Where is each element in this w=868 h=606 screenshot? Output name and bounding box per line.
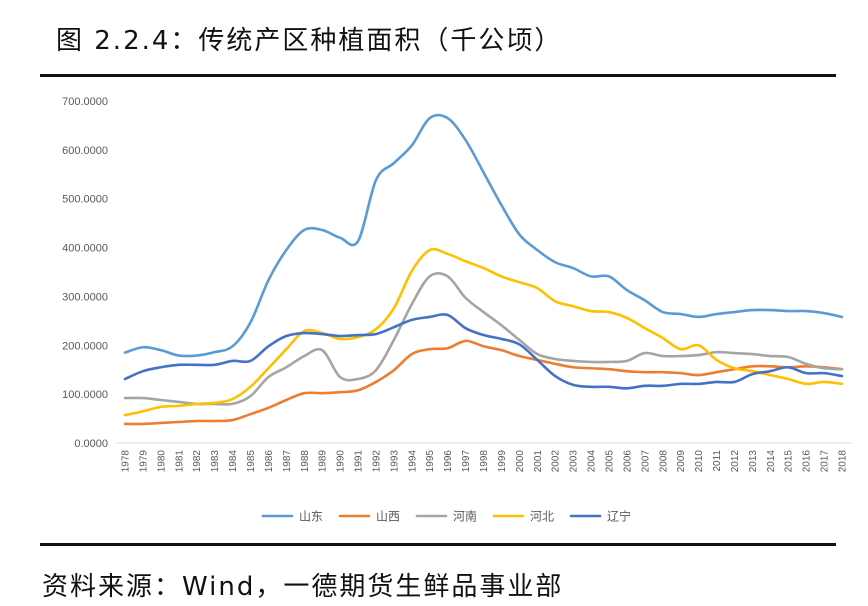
x-tick-label: 1987 xyxy=(282,450,293,473)
x-axis: 1978 1979 1980 1981 1982 1983 1984 1985 1986 1987… xyxy=(116,442,852,473)
x-tick-label: 1997 xyxy=(461,450,472,473)
x-tick-label: 2011 xyxy=(712,450,723,472)
legend-label: 河南 xyxy=(453,509,477,524)
legend-label: 山东 xyxy=(299,510,323,524)
y-tick-label: 400.0000 xyxy=(62,243,108,255)
legend-item-hebei: 河北 xyxy=(492,510,554,524)
x-tick-label: 2016 xyxy=(802,450,813,473)
bottom-rule xyxy=(40,543,836,546)
legend-item-liaoning: 辽宁 xyxy=(569,509,631,524)
legend-item-henan: 河南 xyxy=(415,509,477,524)
y-axis: 0.0000 100.0000 200.0000 300.0000 400.0000 50… xyxy=(62,96,108,450)
y-tick-label: 100.0000 xyxy=(62,389,108,401)
x-tick-label: 1986 xyxy=(264,450,275,473)
legend-item-shanxi: 山西 xyxy=(338,510,400,524)
x-tick-label: 1982 xyxy=(192,450,203,473)
x-tick-label: 1998 xyxy=(479,450,490,473)
x-tick-label: 2006 xyxy=(622,450,633,473)
x-tick-label: 1989 xyxy=(318,450,329,473)
x-tick-label: 2014 xyxy=(766,450,777,473)
x-tick-label: 1978 xyxy=(121,450,132,473)
x-tick-label: 2013 xyxy=(748,450,759,473)
x-tick-label: 1983 xyxy=(210,450,221,473)
top-rule xyxy=(40,74,836,77)
y-tick-label: 700.0000 xyxy=(62,96,108,108)
x-tick-label: 2001 xyxy=(533,450,544,473)
legend-item-shandong: 山东 xyxy=(261,510,323,524)
legend-label: 河北 xyxy=(530,510,554,524)
x-tick-label: 2009 xyxy=(676,450,687,473)
x-tick-label: 2005 xyxy=(604,450,615,473)
x-tick-label: 1981 xyxy=(174,450,185,473)
x-tick-label: 2000 xyxy=(515,450,526,473)
series-line-henan xyxy=(123,272,844,406)
source-note: 资料来源：Wind，一德期货生鲜品事业部 xyxy=(42,572,564,602)
legend-label: 山西 xyxy=(376,510,400,524)
series-line-liaoning xyxy=(123,313,844,390)
series-line-shanxi xyxy=(123,339,844,426)
x-tick-label: 2015 xyxy=(784,450,795,473)
x-tick-label: 2002 xyxy=(551,450,562,473)
x-tick-label: 2004 xyxy=(587,450,598,473)
x-tick-label: 2003 xyxy=(569,450,580,473)
figure-title: 图 2.2.4：传统产区种植面积（千公顷） xyxy=(56,26,563,56)
series-line-shandong xyxy=(123,113,844,358)
y-tick-label: 0.0000 xyxy=(74,438,108,450)
y-tick-label: 300.0000 xyxy=(62,291,108,303)
legend: 山东 山西 河南 河北 辽宁 xyxy=(261,509,631,524)
x-tick-label: 1993 xyxy=(389,450,400,473)
x-tick-label: 2007 xyxy=(640,450,651,473)
series-line-hebei xyxy=(123,247,844,417)
x-tick-label: 1979 xyxy=(138,450,149,473)
x-tick-label: 1990 xyxy=(336,450,347,473)
y-tick-label: 200.0000 xyxy=(62,340,108,352)
x-tick-label: 2012 xyxy=(730,450,741,473)
x-tick-label: 2017 xyxy=(820,450,831,473)
x-tick-label: 1994 xyxy=(407,450,418,473)
x-tick-label: 1992 xyxy=(371,450,382,473)
y-tick-label: 600.0000 xyxy=(62,145,108,157)
legend-label: 辽宁 xyxy=(607,509,631,524)
x-tick-label: 1996 xyxy=(443,450,454,473)
x-tick-label: 2010 xyxy=(694,450,705,473)
y-tick-label: 500.0000 xyxy=(62,194,108,206)
x-tick-label: 1980 xyxy=(156,450,167,473)
x-tick-label: 1995 xyxy=(425,450,436,473)
x-tick-label: 1984 xyxy=(228,450,239,473)
x-tick-label: 1988 xyxy=(300,450,311,473)
x-tick-label: 1999 xyxy=(497,450,508,473)
plot-area xyxy=(123,113,844,426)
x-tick-label: 1985 xyxy=(246,450,257,473)
x-tick-label: 2018 xyxy=(838,450,849,473)
line-chart: 0.0000 100.0000 200.0000 300.0000 400.0000 50… xyxy=(62,96,852,524)
x-tick-label: 1991 xyxy=(354,450,365,473)
x-tick-label: 2008 xyxy=(658,450,669,473)
